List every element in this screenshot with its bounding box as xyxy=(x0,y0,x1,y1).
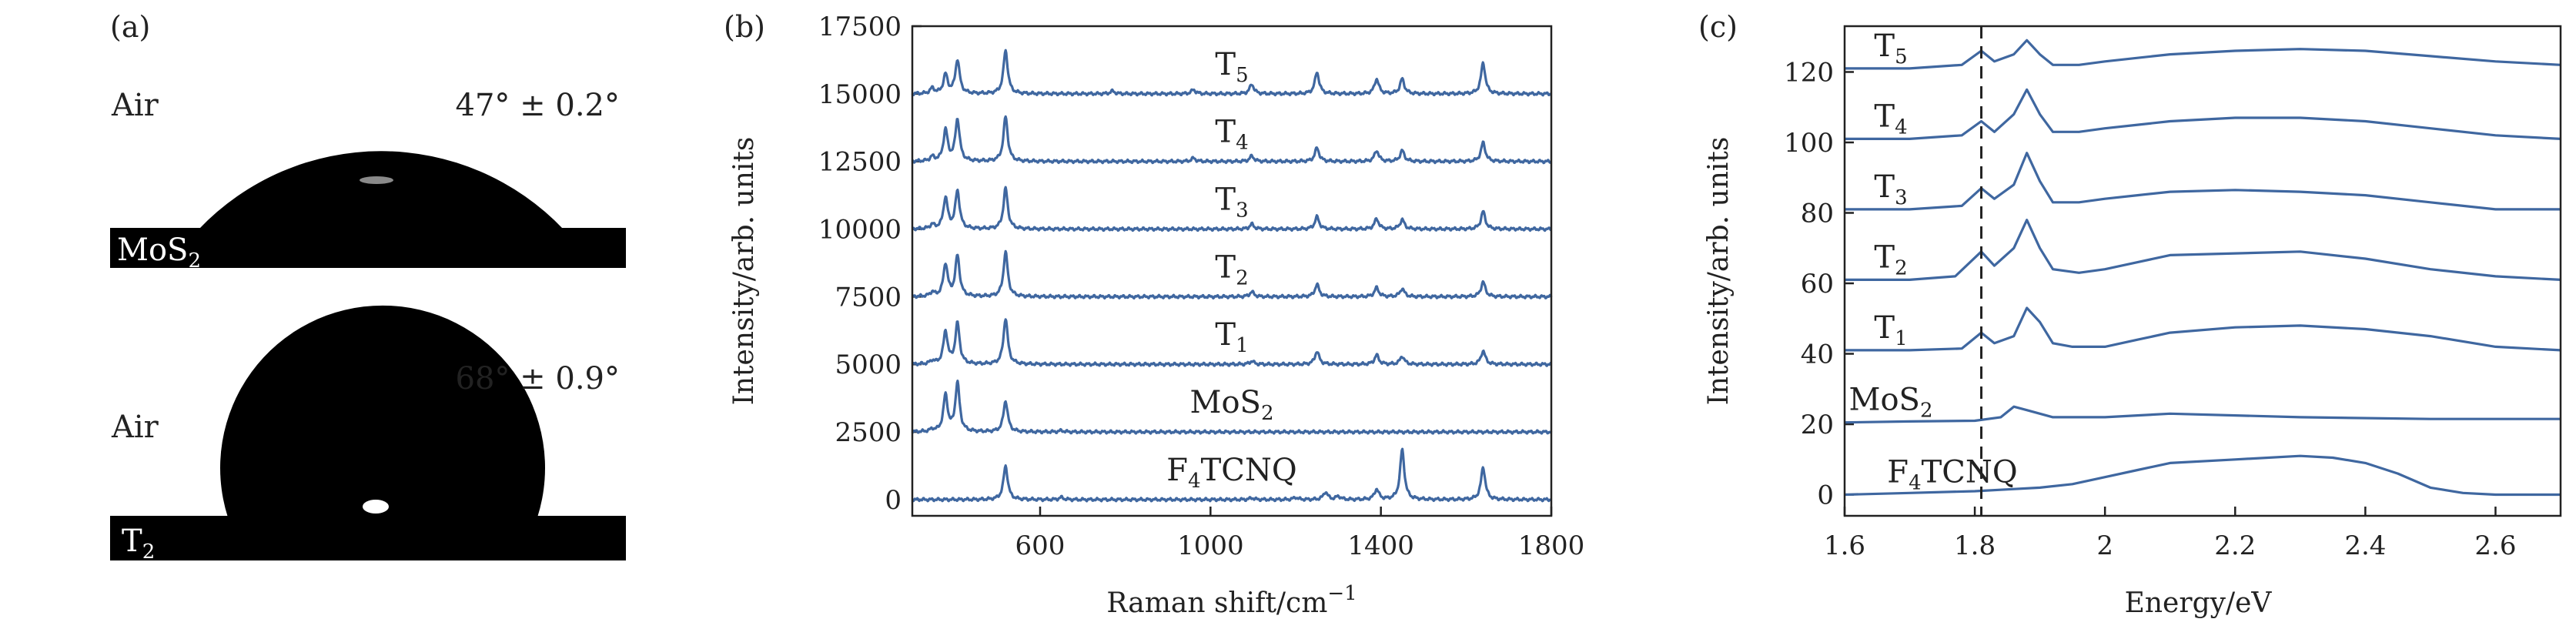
raman-series-line-0 xyxy=(911,447,1552,503)
raman-x-tick-label: 1400 xyxy=(1347,530,1414,561)
pl-series-line-2 xyxy=(1845,306,2561,352)
raman-x-tick-label: 1000 xyxy=(1177,530,1244,561)
pl-y-tick-label: 60 xyxy=(1801,269,1834,299)
raman-y-tick-label: 2500 xyxy=(835,417,902,448)
raman-series-line-5 xyxy=(912,115,1552,165)
pl-series-label-1: MoS2 xyxy=(1849,383,1933,423)
raman-series-line-4 xyxy=(912,186,1552,233)
panel-c-label: (c) xyxy=(1698,10,1738,44)
pl-series-label-6: T5 xyxy=(1874,28,1907,69)
raman-series-label-6: T5 xyxy=(1215,47,1248,87)
sample-label-2: T2 xyxy=(122,524,155,564)
pl-x-tick-label: 2.2 xyxy=(2214,530,2256,561)
raman-series-line-3 xyxy=(911,249,1553,299)
raman-y-tick-label: 17500 xyxy=(818,12,902,42)
panel-b-label: (b) xyxy=(724,10,765,44)
droplet-image-mos2 xyxy=(110,151,626,268)
raman-series-line-6 xyxy=(911,49,1552,97)
pl-series-line-3 xyxy=(1845,219,2561,281)
pl-series-line-1 xyxy=(1844,405,2561,424)
raman-y-tick-label: 10000 xyxy=(818,215,902,246)
pl-x-tick-label: 2.6 xyxy=(2474,530,2516,561)
pl-x-axis-label: Energy/eV xyxy=(2125,587,2273,619)
raman-y-tick-label: 5000 xyxy=(835,350,902,380)
raman-x-axis-label: Raman shift/cm−1 xyxy=(1106,582,1357,619)
pl-y-axis-label: Intensity/arb. units xyxy=(1703,137,1735,406)
raman-series-line-1 xyxy=(911,380,1553,435)
panel-a: (a) Air 47° ± 0.2° MoS2 68° ± 0.9° Air T… xyxy=(110,10,626,564)
pl-y-tick-label: 100 xyxy=(1784,128,1834,159)
droplet-image-t2 xyxy=(110,305,626,560)
pl-series-line-6 xyxy=(1845,38,2561,70)
pl-series-line-4 xyxy=(1845,152,2561,211)
angle-label-1: 47° ± 0.2° xyxy=(456,88,620,123)
pl-y-tick-label: 40 xyxy=(1801,340,1834,370)
pl-series-labels: F4TCNQ MoS2 T1 T2 T3 T4 T5 xyxy=(1849,28,2018,495)
raman-y-axis-label: Intensity/arb. units xyxy=(728,137,760,406)
env-label-1: Air xyxy=(111,88,159,123)
raman-series-label-3: T2 xyxy=(1215,249,1248,289)
raman-x-tick-label: 600 xyxy=(1015,530,1066,561)
env-label-2: Air xyxy=(111,410,159,445)
pl-chart: (c) 1.6 1.8 2 2.2 2.4 2.6 0 20 40 60 80 100 120 F4TC… xyxy=(1698,10,2562,619)
raman-series-labels: F4TCNQ MoS2 T1 T2 T3 T4 T5 xyxy=(1166,47,1296,493)
raman-series-label-5: T4 xyxy=(1215,115,1248,155)
raman-traces xyxy=(911,49,1553,503)
raman-plot-frame xyxy=(911,25,1553,517)
pl-series-label-2: T1 xyxy=(1874,310,1907,350)
raman-series-label-2: T1 xyxy=(1215,317,1248,357)
pl-y-tick-label: 120 xyxy=(1784,57,1834,88)
pl-x-tick-label: 2.4 xyxy=(2344,530,2386,561)
raman-ticks: 600 1000 1400 1800 0 2500 5000 7500 10000 12500 15… xyxy=(818,12,1584,561)
sample-label-1: MoS2 xyxy=(117,233,201,273)
pl-series-label-5: T4 xyxy=(1874,99,1907,139)
raman-series-label-0: F4TCNQ xyxy=(1166,453,1296,493)
pl-series-label-0: F4TCNQ xyxy=(1887,455,2017,495)
raman-y-tick-label: 0 xyxy=(885,485,902,516)
pl-series-line-0 xyxy=(1844,454,2561,497)
raman-chart: (b) 600 1000 1400 1800 0 2500 5000 7500 10000 125… xyxy=(724,10,1584,619)
pl-ticks: 1.6 1.8 2 2.2 2.4 2.6 0 20 40 60 80 100 120 xyxy=(1784,57,2516,561)
pl-x-tick-label: 1.6 xyxy=(1824,530,1865,561)
raman-y-tick-label: 12500 xyxy=(818,147,902,178)
raman-x-tick-label: 1800 xyxy=(1518,530,1585,561)
pl-y-tick-label: 0 xyxy=(1817,480,1834,511)
angle-label-2: 68° ± 0.9° xyxy=(456,361,620,396)
pl-traces xyxy=(1844,38,2561,497)
pl-y-tick-label: 20 xyxy=(1801,410,1834,440)
pl-series-label-4: T3 xyxy=(1874,169,1907,209)
raman-series-line-2 xyxy=(911,318,1552,367)
raman-y-tick-label: 15000 xyxy=(818,79,902,110)
pl-y-tick-label: 80 xyxy=(1801,199,1834,229)
pl-series-label-3: T2 xyxy=(1874,239,1907,279)
pl-series-line-5 xyxy=(1845,88,2561,140)
raman-series-label-4: T3 xyxy=(1215,182,1248,222)
pl-x-tick-label: 2 xyxy=(2096,530,2113,561)
panel-a-label: (a) xyxy=(110,10,150,44)
raman-series-label-1: MoS2 xyxy=(1190,385,1274,425)
raman-y-tick-label: 7500 xyxy=(835,282,902,313)
pl-plot-frame xyxy=(1843,25,2562,517)
pl-x-tick-label: 1.8 xyxy=(1954,530,1996,561)
